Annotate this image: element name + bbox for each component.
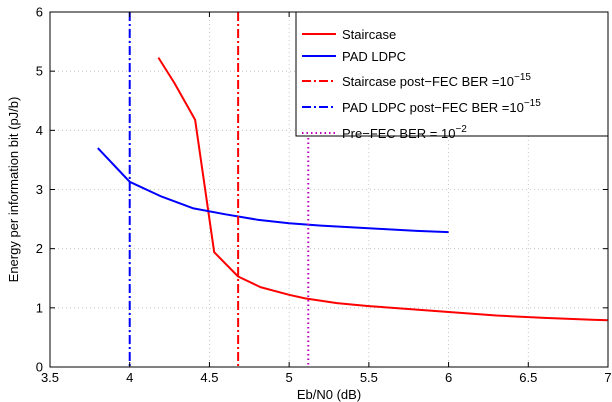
y-tick-label: 1 [36,300,43,315]
y-tick-label: 4 [36,123,43,138]
x-tick-label: 5.5 [360,370,378,385]
y-axis-label: Energy per information bit (pJ/b) [6,97,21,283]
x-tick-label: 6.5 [519,370,537,385]
legend-label: Pre−FEC BER = 10−2 [342,124,467,141]
legend-box [295,11,609,137]
y-tick-label: 0 [36,360,43,375]
legend-label-exponent: −2 [455,124,467,135]
legend-label-exponent: −15 [524,98,541,109]
x-axis-ticks: 3.5 4 4.5 5 5.5 6 6.5 7 [41,12,612,385]
x-tick-label: 3.5 [41,370,59,385]
x-axis-label: Eb/N0 (dB) [297,387,361,402]
legend-label-exponent: −15 [514,72,531,83]
legend-label: Staircase post−FEC BER =10−15 [342,72,531,89]
legend-label: PAD LDPC post−FEC BER =10−15 [342,98,541,115]
x-tick-label: 5 [286,370,293,385]
x-tick-label: 6 [445,370,452,385]
x-tick-label: 7 [604,370,611,385]
legend: Staircase PAD LDPC Staircase post−FEC BER … [295,11,609,141]
y-tick-label: 2 [36,241,43,256]
series-line-pad-ldpc [97,147,449,234]
legend-label: PAD LDPC [342,49,406,64]
series-line-staircase [157,57,609,322]
x-tick-label: 4.5 [200,370,218,385]
y-tick-label: 6 [36,5,43,20]
y-tick-label: 3 [36,182,43,197]
y-tick-label: 5 [36,64,43,79]
x-tick-label: 4 [126,370,133,385]
legend-label: Staircase [342,27,396,42]
